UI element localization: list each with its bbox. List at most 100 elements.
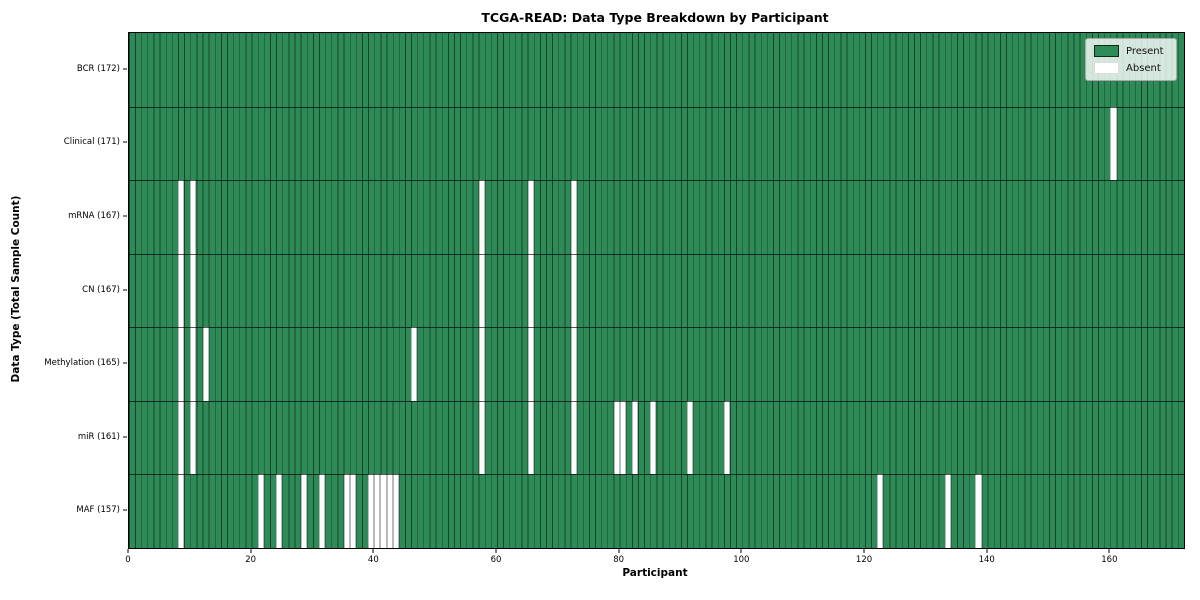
y-tick-mark [123, 362, 127, 364]
x-tick-mark [127, 549, 129, 553]
y-tick-label: MAF (157) [76, 505, 120, 516]
absent-cell [944, 474, 951, 548]
absent-cell [527, 253, 534, 328]
y-tick-label: BCR (172) [76, 63, 120, 74]
y-tick-mark [123, 141, 127, 143]
absent-cell [386, 474, 393, 548]
y-tick-mark [123, 68, 127, 70]
y-tick-label: miR (161) [77, 431, 120, 442]
absent-cell [257, 474, 264, 548]
legend-item-present: Present [1094, 45, 1168, 57]
x-tick-label: 100 [733, 555, 750, 565]
absent-cell [178, 180, 185, 254]
y-tick-label: Clinical (171) [63, 137, 120, 148]
absent-cell [527, 327, 534, 401]
absent-cell [527, 400, 534, 475]
absent-cell [178, 400, 185, 475]
absent-cell [178, 253, 185, 328]
absent-cell [570, 400, 577, 475]
absent-cell [343, 474, 350, 548]
absent-cell [276, 474, 283, 548]
absent-cell [368, 474, 375, 548]
absent-cell [570, 327, 577, 401]
absent-cell [723, 400, 731, 475]
absent-cell [411, 327, 418, 401]
absent-cell [349, 474, 356, 548]
x-tick-label: 20 [245, 555, 257, 565]
absent-swatch [1094, 62, 1119, 74]
legend-label-present: Present [1126, 45, 1164, 57]
x-axis-label: Participant [622, 567, 688, 579]
heatmap-row-CN [129, 253, 1184, 328]
row-divider [129, 327, 1184, 329]
y-tick-label: mRNA (167) [68, 210, 120, 221]
x-tick-mark [1108, 549, 1110, 553]
heatmap-row-Methylation [129, 327, 1184, 401]
absent-cell [478, 327, 485, 401]
absent-cell [975, 474, 982, 548]
absent-cell [319, 474, 326, 548]
absent-cell [202, 327, 209, 401]
absent-cell [300, 474, 307, 548]
absent-cell [178, 474, 185, 548]
absent-cell [631, 400, 639, 475]
row-divider [129, 400, 1184, 402]
y-tick-label: Methylation (165) [44, 358, 120, 369]
y-tick-mark [123, 289, 127, 290]
heatmap-row-Clinical [129, 106, 1184, 181]
absent-cell [613, 400, 620, 475]
absent-cell [570, 180, 577, 254]
x-tick-mark [372, 549, 374, 553]
y-tick-mark [123, 509, 127, 511]
absent-cell [650, 400, 657, 475]
absent-cell [178, 327, 185, 401]
x-tick-label: 40 [367, 555, 379, 565]
absent-cell [392, 474, 399, 548]
absent-cell [877, 474, 884, 548]
present-swatch [1094, 45, 1119, 57]
legend-label-absent: Absent [1126, 62, 1161, 74]
x-tick-label: 0 [125, 555, 131, 565]
x-tick-label: 60 [490, 555, 502, 565]
absent-cell [374, 474, 381, 548]
heatmap-row-MAF [129, 474, 1184, 548]
absent-cell [478, 400, 485, 475]
y-tick-mark [123, 436, 127, 438]
y-tick-label: CN (167) [82, 284, 120, 295]
row-divider [129, 106, 1184, 108]
absent-cell [1110, 106, 1117, 181]
x-tick-mark [986, 549, 988, 553]
chart-title: TCGA-READ: Data Type Breakdown by Partic… [481, 10, 829, 25]
heatmap-row-miR [129, 400, 1184, 475]
row-divider [129, 474, 1184, 476]
absent-cell [527, 180, 534, 254]
heatmap-row-mRNA [129, 180, 1184, 254]
absent-cell [190, 327, 197, 401]
row-divider [129, 180, 1184, 182]
absent-cell [190, 400, 197, 475]
y-tick-mark [123, 215, 127, 217]
x-tick-mark [250, 549, 252, 553]
x-tick-label: 120 [855, 555, 873, 565]
absent-cell [619, 400, 626, 475]
x-tick-mark [495, 549, 497, 553]
legend-item-absent: Absent [1094, 62, 1168, 74]
x-tick-mark [863, 549, 865, 553]
absent-cell [380, 474, 387, 548]
heatmap-row-BCR [129, 33, 1184, 107]
absent-cell [687, 400, 694, 475]
legend: Present Absent [1085, 38, 1177, 81]
heatmap-plot-area [128, 32, 1185, 549]
absent-cell [478, 180, 485, 254]
absent-cell [478, 253, 485, 328]
x-tick-label: 140 [978, 555, 995, 565]
absent-cell [190, 253, 197, 328]
absent-cell [570, 253, 577, 328]
x-tick-label: 160 [1101, 555, 1118, 565]
x-tick-label: 80 [613, 555, 625, 565]
row-divider [129, 253, 1184, 255]
x-tick-mark [618, 549, 620, 553]
absent-cell [190, 180, 197, 254]
x-tick-mark [740, 549, 742, 553]
